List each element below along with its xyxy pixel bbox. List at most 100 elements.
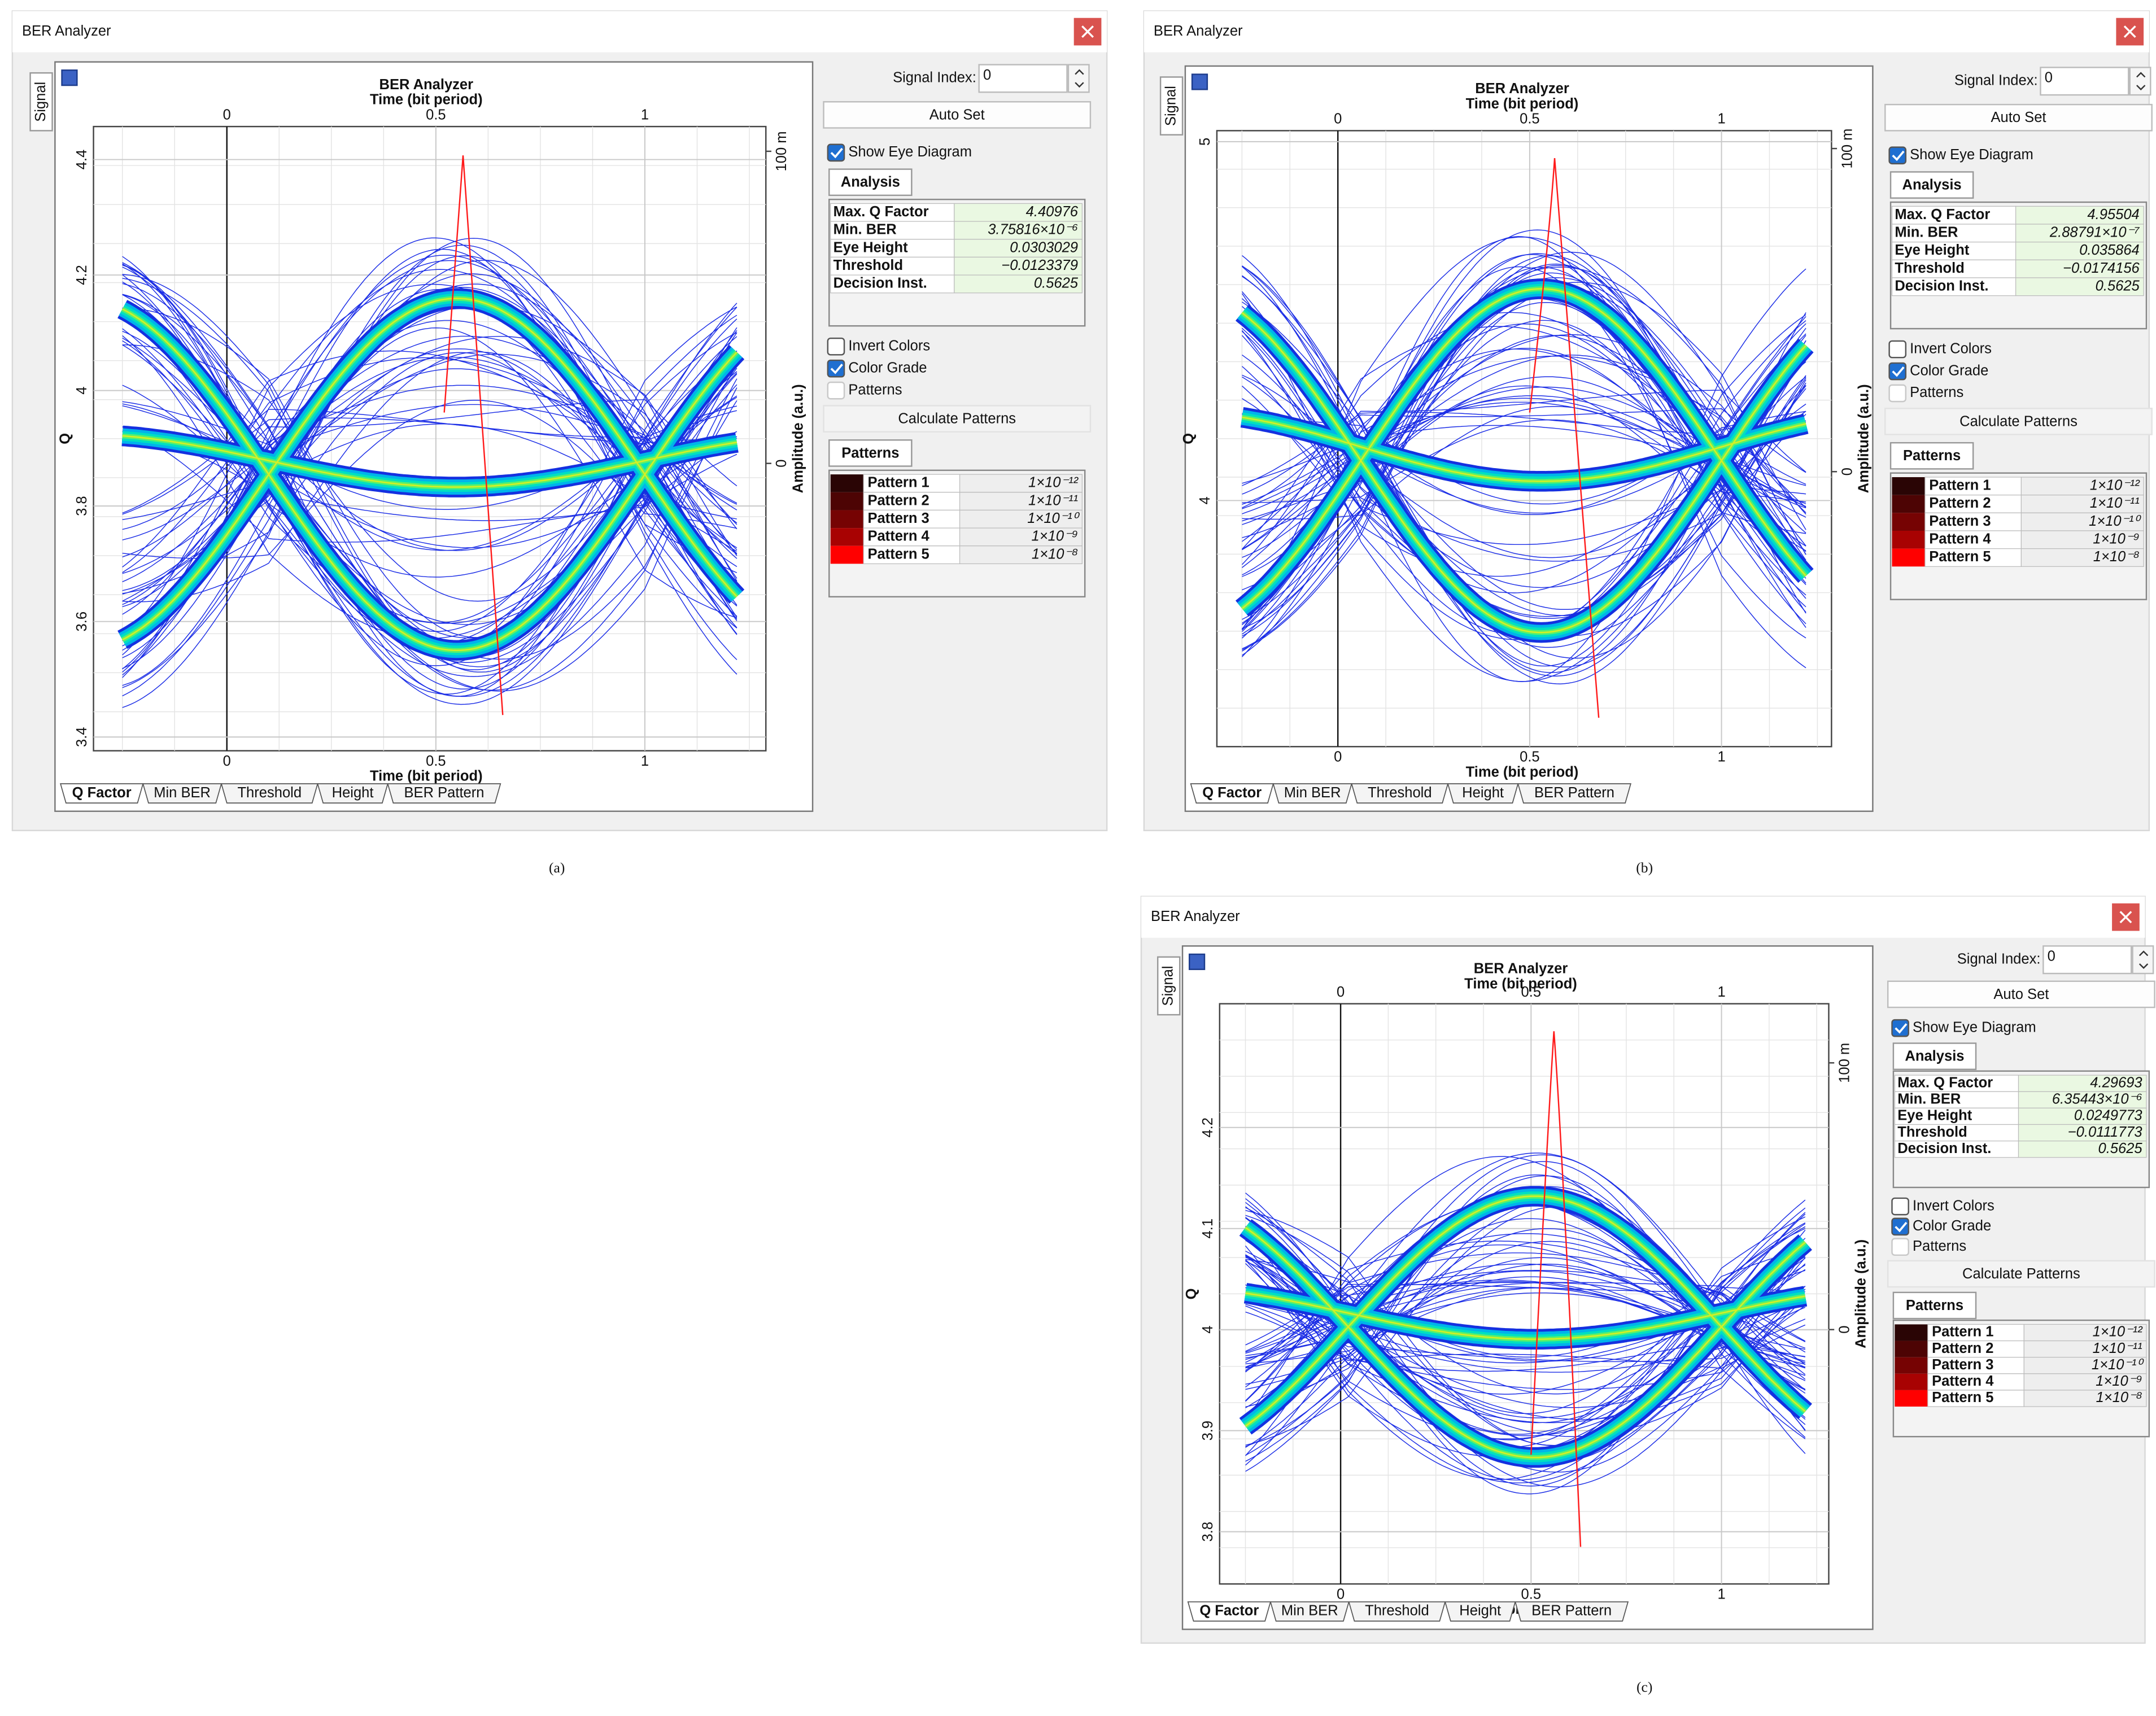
bottom-tab[interactable]: [1348, 1601, 1446, 1622]
signal-index-value[interactable]: 0: [983, 67, 991, 83]
signal-tab[interactable]: [1159, 76, 1184, 136]
bottom-tab[interactable]: [60, 783, 144, 804]
checkbox-label[interactable]: Color Grade: [848, 360, 927, 375]
pattern-value: 1×10⁻⁸: [2096, 1390, 2142, 1405]
bottom-tab-label[interactable]: BER Pattern: [1534, 785, 1614, 801]
bottom-tab[interactable]: [1269, 1601, 1350, 1622]
checkbox-label[interactable]: Show Eye Diagram: [1910, 147, 2033, 163]
panel-tab[interactable]: [1892, 1291, 1977, 1320]
signal-tab-label[interactable]: Signal: [33, 82, 49, 122]
panel-tab[interactable]: [1889, 442, 1974, 470]
bottom-tab[interactable]: [1187, 1601, 1272, 1622]
checkbox-label[interactable]: Show Eye Diagram: [1913, 1019, 2036, 1035]
checkbox[interactable]: [1891, 1019, 1909, 1037]
bottom-tab-label[interactable]: Threshold: [1365, 1603, 1429, 1619]
bottom-tab-label[interactable]: Q Factor: [1199, 1603, 1259, 1619]
close-icon[interactable]: [2119, 911, 2132, 924]
panel-tab-label[interactable]: Analysis: [1905, 1049, 1964, 1064]
bottom-tab[interactable]: [1515, 1601, 1629, 1622]
spinner[interactable]: [2132, 945, 2154, 975]
checkbox[interactable]: [1891, 1217, 1909, 1236]
bottom-tab-label[interactable]: Height: [1462, 785, 1504, 801]
close-button[interactable]: [2116, 18, 2144, 46]
spinner[interactable]: [1067, 64, 1090, 93]
analysis-value: 0.035864: [2079, 242, 2140, 258]
auto-set-button-label[interactable]: Auto Set: [929, 107, 985, 123]
signal-index-input[interactable]: [2042, 945, 2132, 975]
bottom-tab-label[interactable]: Min BER: [154, 785, 211, 801]
bottom-tab-label[interactable]: BER Pattern: [1531, 1603, 1612, 1619]
bottom-tab[interactable]: [1517, 783, 1631, 804]
bottom-tab-label[interactable]: Min BER: [1281, 1603, 1338, 1619]
checkbox[interactable]: [1888, 362, 1907, 381]
close-icon[interactable]: [1081, 25, 1094, 38]
checkbox[interactable]: [827, 359, 845, 378]
signal-tab-label[interactable]: Signal: [1160, 966, 1176, 1006]
bottom-tab[interactable]: [1444, 1601, 1516, 1622]
close-button[interactable]: [2112, 903, 2140, 931]
panel-tab[interactable]: [828, 439, 913, 467]
bottom-tab-label[interactable]: Q Factor: [72, 785, 132, 801]
title-bar: [12, 11, 1107, 53]
checkbox[interactable]: [827, 143, 845, 162]
pattern-name-cell: [1927, 1357, 2024, 1374]
value-cell: [2018, 1091, 2147, 1108]
panel-tab-label[interactable]: Patterns: [1906, 1298, 1963, 1313]
signal-tab-label[interactable]: Signal: [1163, 86, 1179, 126]
checkbox-label[interactable]: Show Eye Diagram: [848, 144, 972, 160]
panel-tab-label[interactable]: Patterns: [841, 445, 899, 461]
bottom-tab-label[interactable]: Threshold: [1368, 785, 1432, 801]
close-icon[interactable]: [2123, 25, 2136, 38]
analysis-label: Threshold: [833, 257, 903, 273]
auto-set-button[interactable]: [823, 101, 1092, 129]
auto-set-button[interactable]: [1887, 980, 2155, 1008]
bottom-tab[interactable]: [387, 783, 501, 804]
bottom-tab[interactable]: [1351, 783, 1449, 804]
signal-tab[interactable]: [1157, 956, 1181, 1016]
checkbox[interactable]: [1891, 1197, 1909, 1216]
panel-tab-label[interactable]: Analysis: [841, 174, 900, 190]
pattern-swatch: [1895, 1324, 1928, 1341]
auto-set-button[interactable]: [1884, 103, 2153, 132]
bottom-tab-label[interactable]: Height: [332, 785, 374, 801]
bottom-tab[interactable]: [220, 783, 318, 804]
signal-index-input[interactable]: [2040, 67, 2129, 96]
auto-set-button-label[interactable]: Auto Set: [1991, 110, 2046, 125]
check-mark: [1892, 150, 1905, 161]
bottom-tab[interactable]: [142, 783, 222, 804]
signal-tab[interactable]: [29, 72, 53, 132]
bottom-tab-label[interactable]: Height: [1459, 1603, 1501, 1619]
y-tick-label: 5: [1197, 138, 1213, 146]
auto-set-button-label[interactable]: Auto Set: [1993, 986, 2049, 1002]
bottom-tab-label[interactable]: Min BER: [1284, 785, 1341, 801]
bottom-tab-label[interactable]: BER Pattern: [404, 785, 484, 801]
panel-tab-label[interactable]: Patterns: [1903, 448, 1961, 464]
analysis-value: 6.35443×10⁻⁶: [2052, 1091, 2142, 1107]
panel-tab[interactable]: [828, 168, 913, 197]
checkbox[interactable]: [1888, 146, 1907, 165]
bottom-tab[interactable]: [1190, 783, 1274, 804]
bottom-tab-label[interactable]: Q Factor: [1202, 785, 1262, 801]
checkbox[interactable]: [827, 337, 845, 356]
signal-index-label: Signal Index:: [1957, 951, 2041, 967]
panel-tab[interactable]: [1892, 1042, 1977, 1071]
signal-index-value[interactable]: 0: [2048, 949, 2055, 964]
checkbox-label[interactable]: Color Grade: [1913, 1218, 1991, 1234]
signal-index-input[interactable]: [978, 64, 1068, 93]
checkbox-label[interactable]: Invert Colors: [1913, 1198, 1994, 1213]
bottom-tab-label[interactable]: Threshold: [237, 785, 302, 801]
checkbox[interactable]: [1888, 340, 1907, 359]
checkbox-label[interactable]: Invert Colors: [1910, 340, 1992, 356]
panel-tab-label[interactable]: Analysis: [1902, 177, 1962, 193]
bottom-tab[interactable]: [1447, 783, 1519, 804]
signal-index-value[interactable]: 0: [2045, 70, 2053, 86]
y-tick-label: 4.2: [74, 265, 90, 285]
checkbox-label[interactable]: Invert Colors: [848, 338, 930, 353]
bottom-tab[interactable]: [1272, 783, 1352, 804]
panel-tab[interactable]: [1889, 171, 1974, 199]
checkbox-label[interactable]: Color Grade: [1910, 363, 1988, 378]
close-button[interactable]: [1073, 18, 1102, 46]
spinner[interactable]: [2129, 67, 2151, 96]
bottom-tab[interactable]: [317, 783, 389, 804]
check-mark: [1895, 1221, 1908, 1233]
